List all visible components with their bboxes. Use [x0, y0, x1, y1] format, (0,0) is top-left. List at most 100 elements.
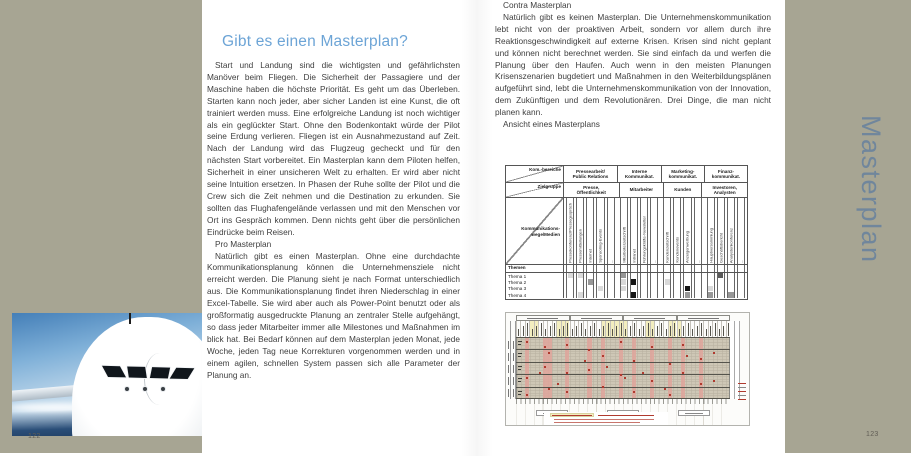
column-label-cell	[654, 321, 658, 337]
rotated-column-label-mark	[714, 323, 716, 336]
theme-row-label: Thema 1	[508, 274, 527, 279]
matrix-mark	[708, 292, 714, 298]
matrix-cell	[664, 279, 670, 286]
theme-row-label: Thema 4	[508, 292, 527, 298]
bracket-text-mark	[685, 413, 704, 414]
rotated-label-mark	[508, 353, 509, 361]
rotated-column-label-mark	[710, 326, 712, 336]
media-columns: Pressekonferenz/Pressegespräch Pressemitt…	[564, 198, 747, 298]
column-label-cell	[618, 321, 623, 337]
plan-grid	[516, 337, 730, 399]
nose-sensor	[124, 386, 130, 392]
media-label-zone: Pressemitteilungen	[577, 198, 583, 264]
rotated-column-label-mark	[625, 329, 627, 336]
highlight-stripe	[667, 337, 673, 399]
rotated-column-label-mark	[585, 329, 587, 336]
row-group-separator	[516, 361, 730, 363]
matrix-corner-kom-bereiche: Kom.-bereiche	[506, 166, 564, 182]
media-label: ...	[695, 259, 701, 263]
rotated-column-label-mark	[540, 323, 542, 336]
nose-sensor	[160, 386, 166, 392]
matrix-cell	[631, 279, 637, 286]
row-label-mark	[518, 353, 522, 355]
masterplan-excel-figure	[505, 312, 750, 426]
paragraph-pro-masterplan: Natürlich gibt es einen Masterplan. Ohne…	[207, 250, 460, 380]
matrix-cell	[651, 292, 657, 299]
media-label-zone: ...	[608, 198, 614, 264]
media-label: Internet	[587, 249, 593, 263]
theme-row-label: Thema 3	[508, 286, 527, 292]
media-column: ...	[693, 198, 702, 298]
red-task-mark	[566, 343, 569, 346]
row-group-separator	[516, 349, 730, 351]
column-label-cell	[645, 321, 650, 337]
red-task-mark	[525, 394, 528, 396]
column-label-cell	[600, 321, 606, 337]
column-label-cell	[623, 321, 628, 337]
matrix-cell	[728, 292, 734, 299]
red-task-mark	[588, 349, 591, 352]
red-task-mark	[606, 366, 609, 368]
chapter-title-vertical: Masterplan	[856, 115, 886, 264]
red-task-mark	[601, 385, 604, 388]
matrix-cell	[708, 285, 714, 292]
target-header-cells: Presse, Öffentlichkeit Mitarbeiter Kunden I…	[564, 183, 747, 197]
matrix-cell	[718, 272, 724, 279]
media-label: Hauptversammlung	[708, 228, 714, 263]
matrix-header-row-areas: Kom.-bereiche Pressearbeit/ Public Relati…	[506, 166, 747, 183]
right-label-column	[730, 321, 735, 399]
rotated-column-label-mark	[669, 326, 671, 336]
diagonal-line	[506, 198, 563, 264]
theme-row-label: Thema 2	[508, 280, 527, 286]
matrix-mark	[684, 285, 690, 291]
row-label-mark	[518, 381, 521, 383]
matrix-cell	[674, 292, 680, 299]
media-label: Sponsoring-Events	[597, 229, 603, 263]
column-label-cell	[560, 321, 566, 337]
media-column: Hauptversammlung	[706, 198, 715, 299]
matrix-cell	[587, 279, 593, 286]
area-header-cell: Interne Kommunikat.	[618, 166, 662, 182]
matrix-cell	[631, 292, 637, 299]
matrix-mark	[621, 279, 627, 285]
matrix-cell	[708, 292, 714, 299]
media-label: ...	[651, 259, 657, 263]
column-group-header	[569, 315, 623, 321]
rotated-label-mark	[508, 389, 509, 397]
matrix-cell	[738, 292, 744, 299]
red-task-mark	[624, 377, 626, 380]
column-label-cell	[712, 321, 716, 337]
airplane-antenna	[129, 313, 131, 324]
column-label-cell	[707, 321, 712, 337]
row-group-label-column	[511, 321, 516, 399]
red-task-mark	[566, 371, 569, 374]
page-number-left: 122	[28, 433, 41, 440]
column-label-cell	[689, 321, 694, 337]
matrix-cell	[577, 272, 583, 279]
media-label-zone: ...	[651, 198, 657, 264]
rotated-column-label-mark	[527, 323, 529, 336]
media-label: Kundenevents	[674, 237, 680, 263]
column-label-cell	[663, 321, 667, 337]
themes-spacer	[738, 264, 744, 272]
legend-text-mark	[738, 391, 746, 392]
rotated-column-label-mark	[629, 326, 631, 336]
red-task-mark	[566, 391, 569, 394]
column-group-header	[516, 315, 570, 321]
media-column: Pressekonferenz/Pressegespräch	[566, 198, 575, 298]
red-task-mark	[548, 352, 551, 354]
red-task-mark	[548, 388, 551, 391]
column-label-cell	[627, 321, 631, 337]
rotated-label-mark	[508, 377, 509, 385]
themes-spacer	[718, 264, 724, 272]
corner-label: Zielgruppe	[537, 184, 561, 189]
media-label-zone: Internet	[587, 198, 593, 264]
caption-red-text-mark	[554, 419, 654, 420]
themes-spacer	[587, 264, 593, 272]
rotated-column-label-mark	[549, 326, 551, 336]
matrix-mark	[631, 292, 637, 298]
matrix-cell	[597, 285, 603, 292]
legend-text-mark	[738, 399, 746, 400]
matrix-cell	[641, 292, 647, 299]
highlight-stripe	[649, 337, 655, 399]
